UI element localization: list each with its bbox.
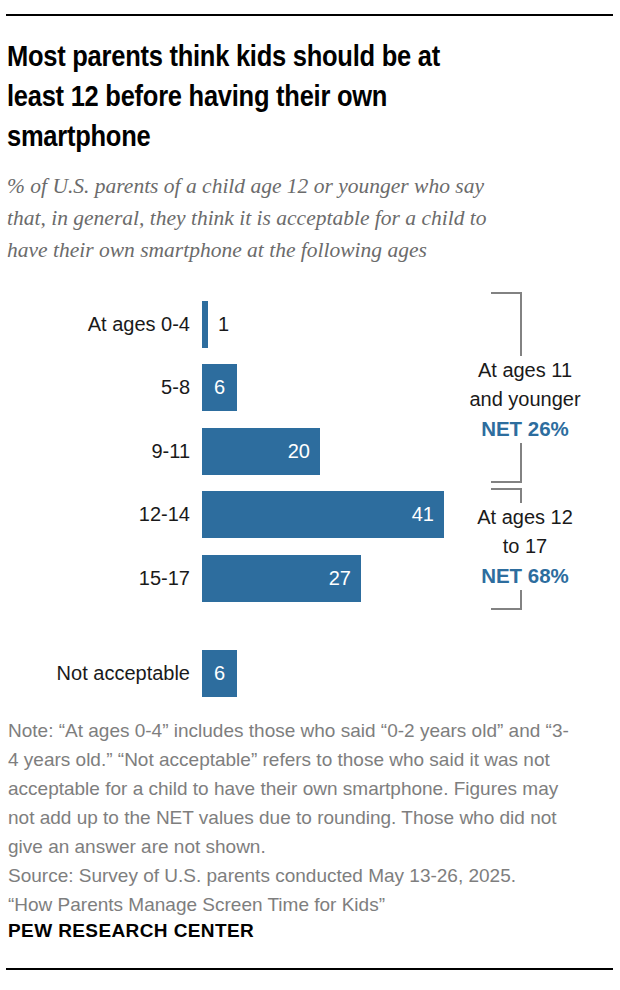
title-line-3: smartphone <box>7 116 440 156</box>
note-line: not add up to the NET values due to roun… <box>8 803 569 832</box>
chart-subtitle: % of U.S. parents of a child age 12 or y… <box>7 170 486 266</box>
net-bracket-1-vertical-upper <box>520 292 522 356</box>
pew-chart-graphic: Most parents think kids should be at lea… <box>0 0 620 990</box>
net-annotation-line: At ages 11 <box>452 356 598 385</box>
category-label: 9-11 <box>0 428 190 475</box>
note-line: Note: “At ages 0-4” includes those who s… <box>8 716 569 745</box>
bar-row-not-acceptable: Not acceptable 6 <box>0 650 620 697</box>
net-bracket-1-bottom <box>491 481 522 483</box>
net-annotation-line: to 17 <box>452 532 598 561</box>
net-bracket-2-bottom <box>491 608 522 610</box>
category-label: At ages 0-4 <box>0 301 190 348</box>
bar-value-label: 41 <box>202 491 434 538</box>
net-bracket-2-vertical-upper <box>520 488 522 503</box>
report-title-line: “How Parents Manage Screen Time for Kids… <box>8 890 569 919</box>
subtitle-line-2: that, in general, they think it is accep… <box>7 202 486 234</box>
bar-area: 6 <box>202 650 620 697</box>
net-annotation-11-and-younger: At ages 11 and younger NET 26% <box>452 356 598 443</box>
note-line: give an answer are not shown. <box>8 832 569 861</box>
bar-value-label: 6 <box>202 364 237 411</box>
category-label: 15-17 <box>0 555 190 602</box>
net-value: NET 26% <box>452 414 598 443</box>
category-label: 5-8 <box>0 364 190 411</box>
page-title: Most parents think kids should be at lea… <box>7 36 516 156</box>
note-line: 4 years old.” “Not acceptable” refers to… <box>8 745 569 774</box>
category-label: Not acceptable <box>0 650 190 697</box>
net-bracket-1-vertical-lower <box>520 441 522 483</box>
source-line: Source: Survey of U.S. parents conducted… <box>8 861 569 890</box>
net-bracket-2-top <box>491 488 522 490</box>
net-annotation-12-to-17: At ages 12 to 17 NET 68% <box>452 503 598 590</box>
subtitle-line-1: % of U.S. parents of a child age 12 or y… <box>7 170 486 202</box>
title-line-2: least 12 before having their own <box>7 76 440 116</box>
category-label: 12-14 <box>0 491 190 538</box>
bar-value-label: 27 <box>202 555 351 602</box>
footnote: Note: “At ages 0-4” includes those who s… <box>8 716 569 919</box>
bar <box>202 301 208 348</box>
net-annotation-line: and younger <box>452 385 598 414</box>
bar-area: 1 <box>202 301 620 348</box>
pew-research-center-wordmark: PEW RESEARCH CENTER <box>8 920 254 942</box>
net-value: NET 68% <box>452 561 598 590</box>
top-rule <box>6 14 613 16</box>
subtitle-line-3: have their own smartphone at the followi… <box>7 234 486 266</box>
note-line: acceptable for a child to have their own… <box>8 774 569 803</box>
bar-value-label: 1 <box>218 301 229 348</box>
bottom-rule <box>6 968 613 970</box>
net-bracket-1-top <box>491 292 522 294</box>
net-annotation-line: At ages 12 <box>452 503 598 532</box>
title-line-1: Most parents think kids should be at <box>7 36 440 76</box>
bar-row-ages-0-4: At ages 0-4 1 <box>0 301 620 348</box>
bar-value-label: 20 <box>202 428 310 475</box>
bar-value-label: 6 <box>202 650 237 697</box>
